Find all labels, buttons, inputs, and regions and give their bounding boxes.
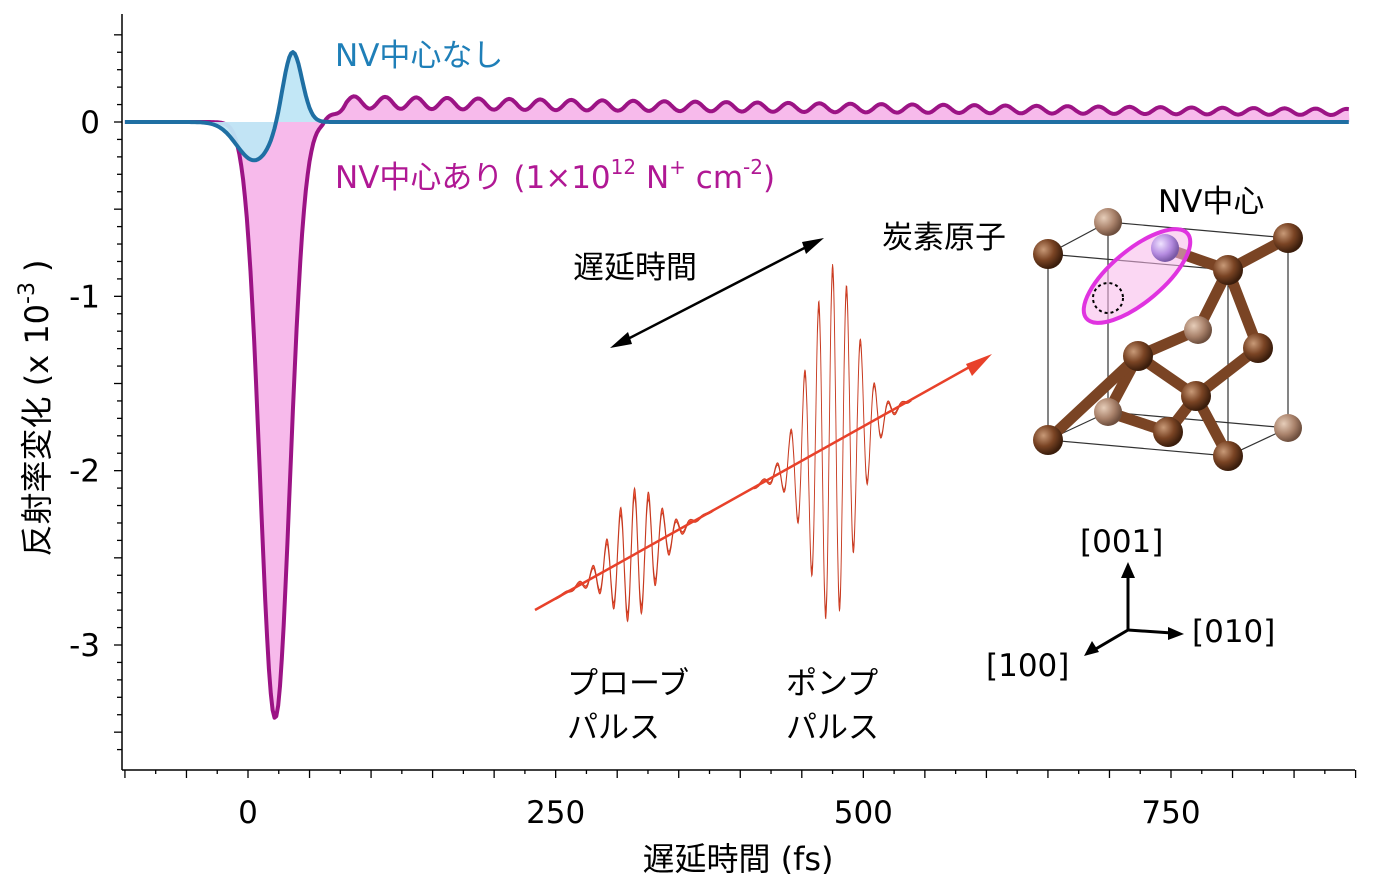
carbon-atom: [1184, 316, 1212, 344]
axis-label-001: [001]: [1080, 524, 1163, 560]
legend-with-nv-mid: N: [636, 160, 669, 196]
axis-ticks: 0 250 500 750 0 -1 -2 -3: [69, 34, 1357, 831]
carbon-atom: [1213, 255, 1243, 285]
y-axis-label-group: 反射率変化 (x 10-3): [15, 260, 56, 557]
legend-with-nv-name: NV中心あり: [335, 160, 503, 196]
delay-arrow-head-start: [610, 332, 632, 348]
y-axis-label: 反射率変化 (x 10: [18, 304, 56, 557]
nv-center-highlight: [1081, 227, 1193, 325]
series-with-nv-line: [124, 94, 1350, 720]
legend-no-nv: NV中心なし: [335, 38, 503, 74]
legend-with-nv-mid2: cm: [686, 160, 743, 196]
propagation-arrow: [534, 358, 983, 612]
y-axis-label-close: ): [18, 260, 56, 272]
delay-arrow: [617, 240, 817, 346]
probe-label-line1: プローブ: [567, 666, 689, 702]
carbon-atom: [1033, 425, 1063, 455]
carbon-atom: [1094, 208, 1122, 236]
nv-center-label: NV中心: [1158, 184, 1264, 220]
propagation-arrow-head: [966, 354, 992, 376]
y-tick-label: -3: [69, 628, 100, 664]
legend-with-nv-exp3: -2: [743, 155, 763, 179]
y-tick-label: 0: [80, 105, 100, 141]
delay-arrow-head-end: [802, 238, 824, 254]
x-tick-label: 250: [526, 795, 585, 831]
pulse-illustration: 遅延時間 プローブ パルス ポンプ パルス: [534, 238, 992, 746]
y-tick-label: -2: [69, 454, 100, 490]
carbon-atom: [1153, 417, 1183, 447]
x-tick-label: 500: [834, 795, 893, 831]
plot-area: [124, 50, 1350, 720]
carbon-atom: [1123, 341, 1153, 371]
legend-with-nv-suffix: (1×10: [513, 160, 610, 196]
crystal-axes: [001] [010] [100]: [986, 524, 1275, 684]
delay-label: 遅延時間: [573, 250, 697, 286]
carbon-atom: [1273, 223, 1303, 253]
axis-label-100: [100]: [986, 648, 1069, 684]
series-no-nv-line: [124, 50, 1349, 163]
x-tick-label: 750: [1141, 795, 1200, 831]
svg-text:反射率変化 (x 10-3): 反射率変化 (x 10-3): [15, 260, 56, 557]
carbon-atom: [1181, 381, 1211, 411]
y-axis-label-exponent: -3: [15, 282, 40, 304]
pump-label-line2: パルス: [786, 710, 879, 746]
carbon-atom: [1274, 414, 1302, 442]
pump-label-line1: ポンプ: [786, 666, 878, 702]
legend-with-nv: NV中心あり (1×1012 N+ cm-2): [335, 155, 775, 196]
series-no-nv-area: [124, 52, 1350, 161]
carbon-atom: [1243, 333, 1273, 363]
carbon-atom: [1094, 398, 1122, 426]
carbon-atom-label: 炭素原子: [882, 220, 1006, 256]
pump-pulse: [753, 263, 912, 620]
nv-nitrogen-atom: [1151, 234, 1179, 262]
probe-label-line2: パルス: [567, 710, 660, 746]
carbon-atom: [1213, 441, 1243, 471]
axis-label-010: [010]: [1192, 614, 1275, 650]
crystal-illustration: 炭素原子 NV中心: [882, 184, 1303, 471]
y-tick-label: -1: [69, 279, 100, 315]
legend-with-nv-exp1: 12: [611, 155, 636, 179]
x-tick-label: 0: [238, 795, 258, 831]
nv-vacancy: [1092, 282, 1124, 314]
legend-with-nv-exp2: +: [669, 155, 686, 179]
x-axis-label: 遅延時間 (fs): [642, 840, 833, 878]
carbon-atom: [1033, 239, 1063, 269]
legend-with-nv-end: ): [763, 160, 775, 196]
